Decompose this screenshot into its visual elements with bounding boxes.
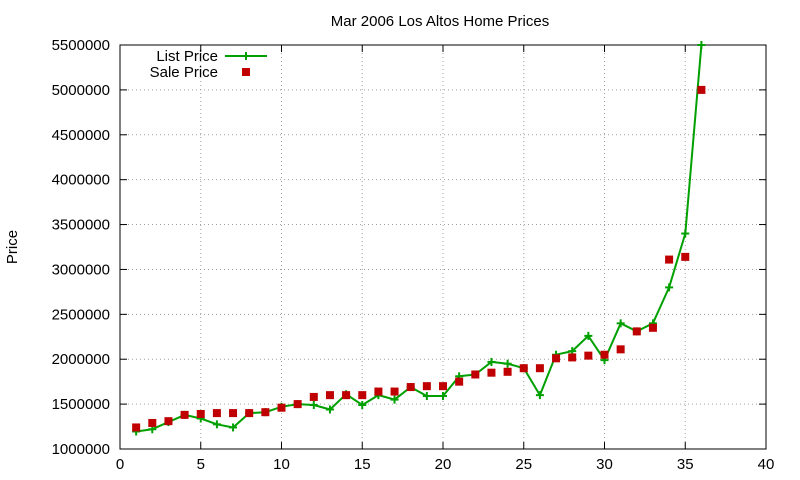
list-price-point: [487, 357, 496, 366]
legend-plus-marker: [242, 52, 250, 60]
sale-price-point: [212, 409, 221, 418]
sale-price-point: [277, 403, 286, 412]
y-tick-label: 2500000: [52, 306, 110, 323]
list-price-point: [439, 392, 447, 401]
list-price-point: [616, 319, 625, 328]
x-tick-label: 10: [273, 456, 290, 473]
sale-price-point: [358, 391, 367, 400]
y-tick-label: 2000000: [52, 351, 110, 368]
legend-label: Sale Price: [150, 64, 218, 81]
sale-price-point: [261, 408, 270, 417]
legend-square-swatch: [242, 68, 250, 76]
y-tick-label: 4000000: [52, 172, 110, 189]
y-tick-label: 5500000: [52, 37, 110, 54]
list-price-point: [503, 359, 512, 368]
sale-price-point: [406, 383, 415, 392]
list-price-point: [309, 401, 318, 410]
list-price-point: [681, 229, 690, 238]
list-price-point: [390, 395, 399, 404]
list-price-point: [697, 41, 706, 49]
sale-price-point: [164, 417, 173, 426]
axis-ticks: [119, 44, 767, 450]
list-price-point: [422, 392, 431, 401]
sale-price-point: [374, 387, 383, 396]
sale-price-point: [697, 85, 706, 94]
y-tick-label: 5000000: [52, 82, 110, 99]
y-tick-label: 1500000: [52, 396, 110, 413]
y-tick-label: 3000000: [52, 261, 110, 278]
sale-price-point: [552, 354, 561, 363]
sale-price-point: [309, 392, 318, 401]
sale-price-point: [455, 377, 464, 386]
sale-price-point: [616, 345, 625, 354]
sale-price-point: [390, 387, 399, 396]
sale-price-point: [648, 323, 657, 332]
list-price-point: [212, 420, 221, 429]
x-tick-label: 15: [354, 456, 371, 473]
x-tick-label: 30: [596, 456, 613, 473]
sale-price-point: [519, 364, 528, 373]
x-tick-label: 5: [197, 456, 205, 473]
y-axis-label: Price: [4, 230, 21, 264]
list-price-point: [665, 283, 674, 292]
series-layer: [132, 41, 706, 436]
sale-price-point: [342, 391, 351, 400]
x-tick-label: 35: [677, 456, 694, 473]
list-price-point: [325, 405, 334, 414]
sale-price-point: [681, 252, 690, 261]
x-tick-label: 25: [515, 456, 532, 473]
sale-price-point: [535, 364, 544, 373]
sale-price-point: [293, 400, 302, 409]
x-tick-label: 40: [758, 456, 775, 473]
list-price-point: [229, 423, 238, 432]
y-tick-label: 4500000: [52, 127, 110, 144]
sale-price-point: [422, 382, 431, 391]
sale-price-point: [148, 418, 157, 427]
grid: [120, 45, 766, 449]
sale-price-point: [632, 327, 641, 336]
tick-labels: 0 5 10 15 20 25 30 35 40 1000000 1500000 2000000 250…: [52, 37, 775, 473]
sale-price-point: [584, 351, 593, 360]
sale-price-point: [439, 382, 447, 391]
sale-price-point: [229, 409, 238, 418]
list-price-point: [584, 331, 593, 340]
sale-price-point: [180, 410, 189, 419]
legend-label: List Price: [156, 48, 218, 65]
sale-price-point: [132, 423, 141, 432]
sale-price-point: [503, 367, 512, 376]
sale-price-point: [325, 391, 334, 400]
list-price-point: [535, 391, 544, 400]
list-price-point: [358, 401, 367, 410]
sale-price-point: [245, 409, 254, 418]
y-tick-label: 1000000: [52, 441, 110, 458]
x-tick-label: 0: [116, 456, 124, 473]
sale-price-point: [487, 368, 496, 377]
sale-price-point: [665, 255, 674, 264]
y-tick-label: 3500000: [52, 217, 110, 234]
sale-price-point: [568, 353, 577, 362]
x-tick-label: 20: [435, 456, 452, 473]
chart-title: Mar 2006 Los Altos Home Prices: [331, 13, 549, 30]
sale-price-point: [471, 370, 480, 379]
sale-price-point: [600, 350, 609, 359]
sale-price-point: [196, 409, 205, 418]
